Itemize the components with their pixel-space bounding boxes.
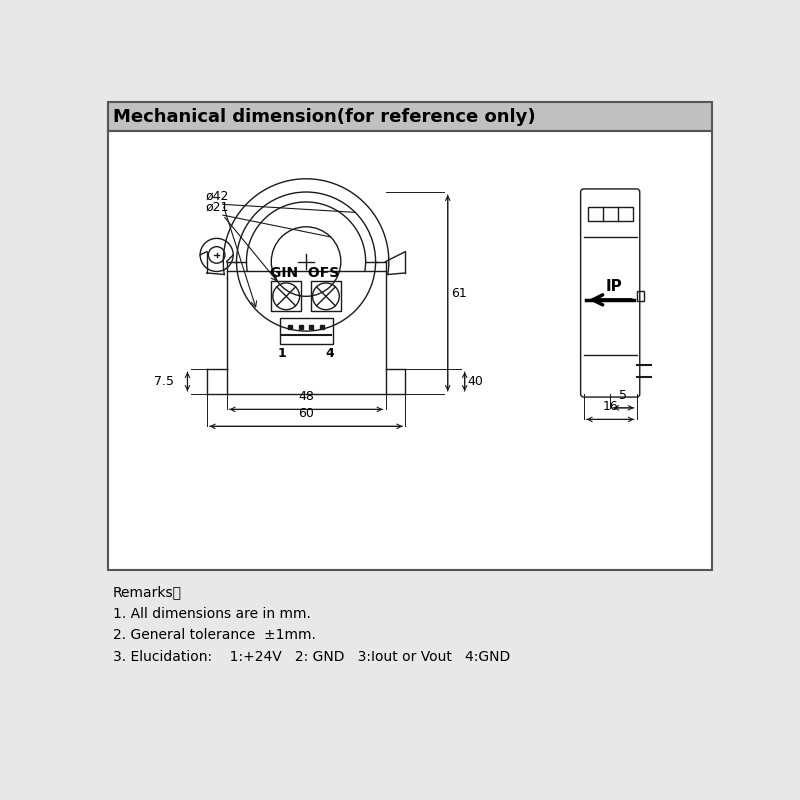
Text: 61: 61 — [451, 286, 466, 299]
Text: 2. General tolerance  ±1mm.: 2. General tolerance ±1mm. — [113, 628, 316, 642]
Text: 5: 5 — [619, 389, 627, 402]
Text: 48: 48 — [298, 390, 314, 403]
Text: Remarks：: Remarks： — [113, 585, 182, 599]
Text: IP: IP — [606, 279, 622, 294]
Text: 1: 1 — [278, 346, 286, 360]
Bar — [637, 290, 644, 302]
Text: 3. Elucidation:    1:+24V   2: GND   3:Iout or Vout   4:GND: 3. Elucidation: 1:+24V 2: GND 3:Iout or … — [113, 650, 510, 664]
Text: ø42: ø42 — [206, 190, 230, 202]
Text: Mechanical dimension(for reference only): Mechanical dimension(for reference only) — [113, 108, 535, 126]
Text: 7.5: 7.5 — [154, 375, 174, 388]
Bar — [108, 102, 712, 131]
Text: 16: 16 — [602, 400, 618, 414]
Text: GIN  OFS: GIN OFS — [270, 266, 339, 280]
Text: 60: 60 — [298, 407, 314, 420]
Text: 1. All dimensions are in mm.: 1. All dimensions are in mm. — [113, 606, 310, 621]
Bar — [108, 131, 712, 570]
FancyBboxPatch shape — [581, 189, 640, 397]
Bar — [587, 207, 633, 222]
Bar — [271, 282, 301, 311]
Text: ø21: ø21 — [206, 201, 230, 214]
Text: 4: 4 — [326, 346, 334, 360]
Text: 40: 40 — [468, 375, 484, 388]
Bar — [311, 282, 341, 311]
Bar — [279, 318, 333, 344]
